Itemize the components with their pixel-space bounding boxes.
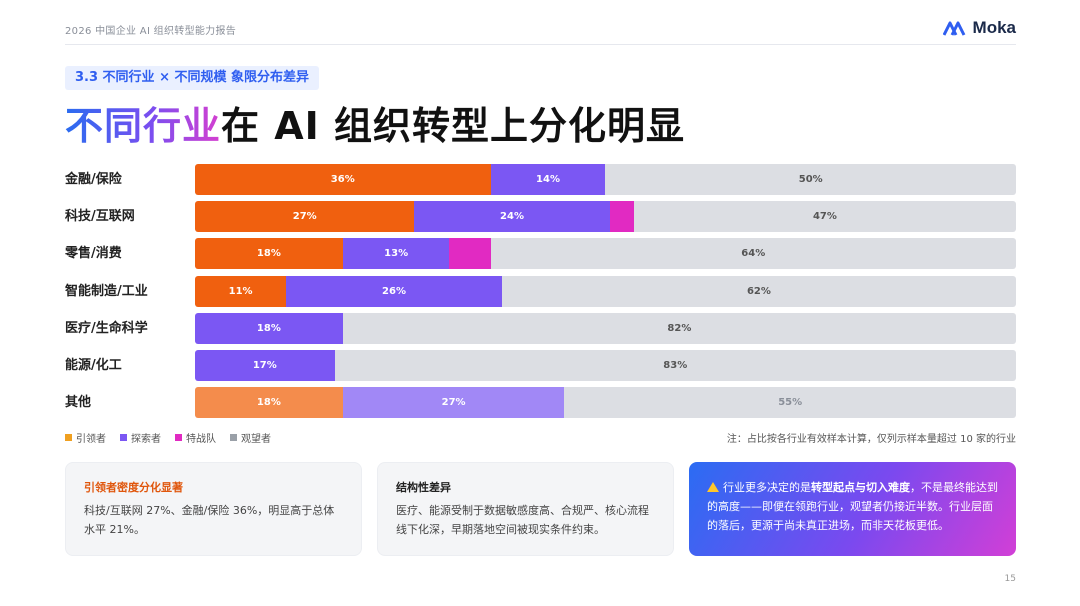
data-label: 55% xyxy=(778,397,803,409)
legend-label: 特战队 xyxy=(186,434,216,445)
bar-segment: 11% xyxy=(195,275,287,307)
bar-row: 能源/化工 17% 83% xyxy=(65,350,1016,381)
stacked-bar: 18% 13% 64% xyxy=(195,238,1016,270)
section-tag: 3.3 不同行业 × 不同规模 象限分布差异 xyxy=(65,66,320,90)
category-label: 其他 xyxy=(65,395,92,411)
legend-label: 观望者 xyxy=(241,434,271,445)
data-label: 50% xyxy=(798,174,823,185)
data-label: 14% xyxy=(536,174,560,185)
bar-row: 零售/消费 18% 13% 64% xyxy=(65,238,1016,270)
bar-segment: 27% xyxy=(195,201,415,233)
bar-segment: 24% xyxy=(414,201,610,233)
card-body: 行业更多决定的是转型起点与切入难度，不是最终能达到的高度——即便在领跑行业，观望… xyxy=(707,478,998,535)
legend-item: 引领者 xyxy=(65,430,106,445)
page-title: 不同行业在 AI 组织转型上分化明显 xyxy=(65,100,685,152)
bar-segment: 13% xyxy=(342,238,450,270)
legend-swatch xyxy=(65,434,72,441)
bar-row: 科技/互联网 27% 24% 47% xyxy=(65,201,1016,233)
title-rest: 在 AI 组织转型上分化明显 xyxy=(221,104,686,148)
data-label: 64% xyxy=(741,248,766,260)
stacked-bar: 17% 83% xyxy=(195,350,1016,381)
card-body-bold: 转型起点与切入难度 xyxy=(811,481,910,494)
data-label: 36% xyxy=(330,174,355,185)
legend-item: 探索者 xyxy=(120,430,161,445)
category-label: 零售/消费 xyxy=(65,246,122,262)
bar-segment xyxy=(609,201,634,233)
data-label: 62% xyxy=(746,285,771,297)
insight-card-conclusion: 行业更多决定的是转型起点与切入难度，不是最终能达到的高度——即便在领跑行业，观望… xyxy=(689,462,1016,556)
legend-swatch xyxy=(120,434,127,441)
logo-text: Moka xyxy=(972,18,1016,37)
bar-row: 医疗/生命科学 18% 82% xyxy=(65,312,1016,344)
bar-segment: 17% xyxy=(195,350,335,381)
data-label: 11% xyxy=(228,285,253,297)
bar-row: 金融/保险 36% 14% 50% xyxy=(65,164,1016,195)
moka-logo: Moka xyxy=(942,18,1016,38)
stacked-bar: 36% 14% 50% xyxy=(195,164,1016,195)
bar-row: 智能制造/工业 11% 26% 62% xyxy=(65,275,1016,307)
bar-segment: 27% xyxy=(342,387,565,419)
report-title: 2026 中国企业 AI 组织转型能力报告 xyxy=(65,26,237,37)
data-label: 18% xyxy=(256,322,281,334)
category-label: 金融/保险 xyxy=(65,172,122,187)
bar-row: 其他 18% 27% 55% xyxy=(65,387,1016,419)
page-number: 15 xyxy=(1004,574,1016,584)
category-label: 能源/化工 xyxy=(65,358,122,373)
legend-label: 引领者 xyxy=(76,434,106,445)
stacked-bar: 18% 82% xyxy=(195,312,1016,344)
moka-logo-icon xyxy=(942,21,965,36)
data-label: 83% xyxy=(663,360,688,371)
data-label: 47% xyxy=(812,211,837,223)
bar-segment: 50% xyxy=(605,164,1016,195)
chart-legend: 引领者 探索者 特战队 观望者 xyxy=(65,430,271,445)
legend-item: 观望者 xyxy=(230,430,271,445)
chart-note: 注：占比按各行业有效样本计算，仅列示样本量超过 10 家的行业 xyxy=(726,434,1016,445)
page-header: 2026 中国企业 AI 组织转型能力报告 Moka xyxy=(65,14,1016,45)
bar-segment: 47% xyxy=(633,201,1016,233)
card-body-suffix: ，不是最终能达到的高度——即便在领跑行业，观望者仍接近半数。行业层面的落后，更源… xyxy=(707,481,998,532)
data-label: 17% xyxy=(252,360,277,371)
category-label: 医疗/生命科学 xyxy=(65,320,148,336)
bar-segment: 64% xyxy=(490,238,1016,270)
bar-segment: 18% xyxy=(195,238,343,270)
bar-segment: 82% xyxy=(342,312,1016,344)
legend-swatch xyxy=(175,434,182,441)
category-label: 智能制造/工业 xyxy=(65,283,148,299)
card-title: 引领者密度分化显著 xyxy=(84,481,183,494)
card-title: 结构性差异 xyxy=(396,481,451,494)
data-label: 27% xyxy=(292,211,317,223)
data-label: 82% xyxy=(667,322,692,334)
bar-segment: 18% xyxy=(195,387,343,419)
insight-card-structural-difference: 结构性差异 医疗、能源受制于数据敏感度高、合规严、核心流程线下化深，早期落地空间… xyxy=(377,462,674,556)
data-label: 13% xyxy=(384,248,409,260)
category-label: 科技/互联网 xyxy=(65,209,135,225)
bar-segment: 83% xyxy=(334,350,1016,381)
bar-segment: 18% xyxy=(195,312,343,344)
bar-segment: 62% xyxy=(501,275,1016,307)
bar-segment: 55% xyxy=(564,387,1016,419)
legend-item: 特战队 xyxy=(175,430,216,445)
bar-segment: 26% xyxy=(286,275,502,307)
stacked-bar: 27% 24% 47% xyxy=(195,201,1016,233)
stacked-bar: 11% 26% 62% xyxy=(195,275,1016,307)
data-label: 24% xyxy=(500,211,524,223)
card-body: 医疗、能源受制于数据敏感度高、合规严、核心流程线下化深，早期落地空间被现实条件约… xyxy=(396,504,649,536)
data-label: 27% xyxy=(441,397,466,409)
insight-card-leader-density: 引领者密度分化显著 科技/互联网 27%、金融/保险 36%，明显高于总体水平 … xyxy=(65,462,362,556)
card-body-prefix: 行业更多决定的是 xyxy=(723,481,811,494)
title-highlight: 不同行业 xyxy=(65,104,222,148)
bar-segment xyxy=(449,238,491,270)
data-label: 18% xyxy=(256,397,281,409)
legend-label: 探索者 xyxy=(131,434,161,445)
data-label: 18% xyxy=(256,248,281,260)
legend-swatch xyxy=(230,434,237,441)
card-body: 科技/互联网 27%、金融/保险 36%，明显高于总体水平 21%。 xyxy=(84,504,335,536)
bar-segment: 36% xyxy=(195,164,491,195)
bar-segment: 14% xyxy=(490,164,606,195)
warning-icon xyxy=(707,482,719,492)
data-label: 26% xyxy=(382,285,406,297)
stacked-bar: 18% 27% 55% xyxy=(195,387,1016,419)
